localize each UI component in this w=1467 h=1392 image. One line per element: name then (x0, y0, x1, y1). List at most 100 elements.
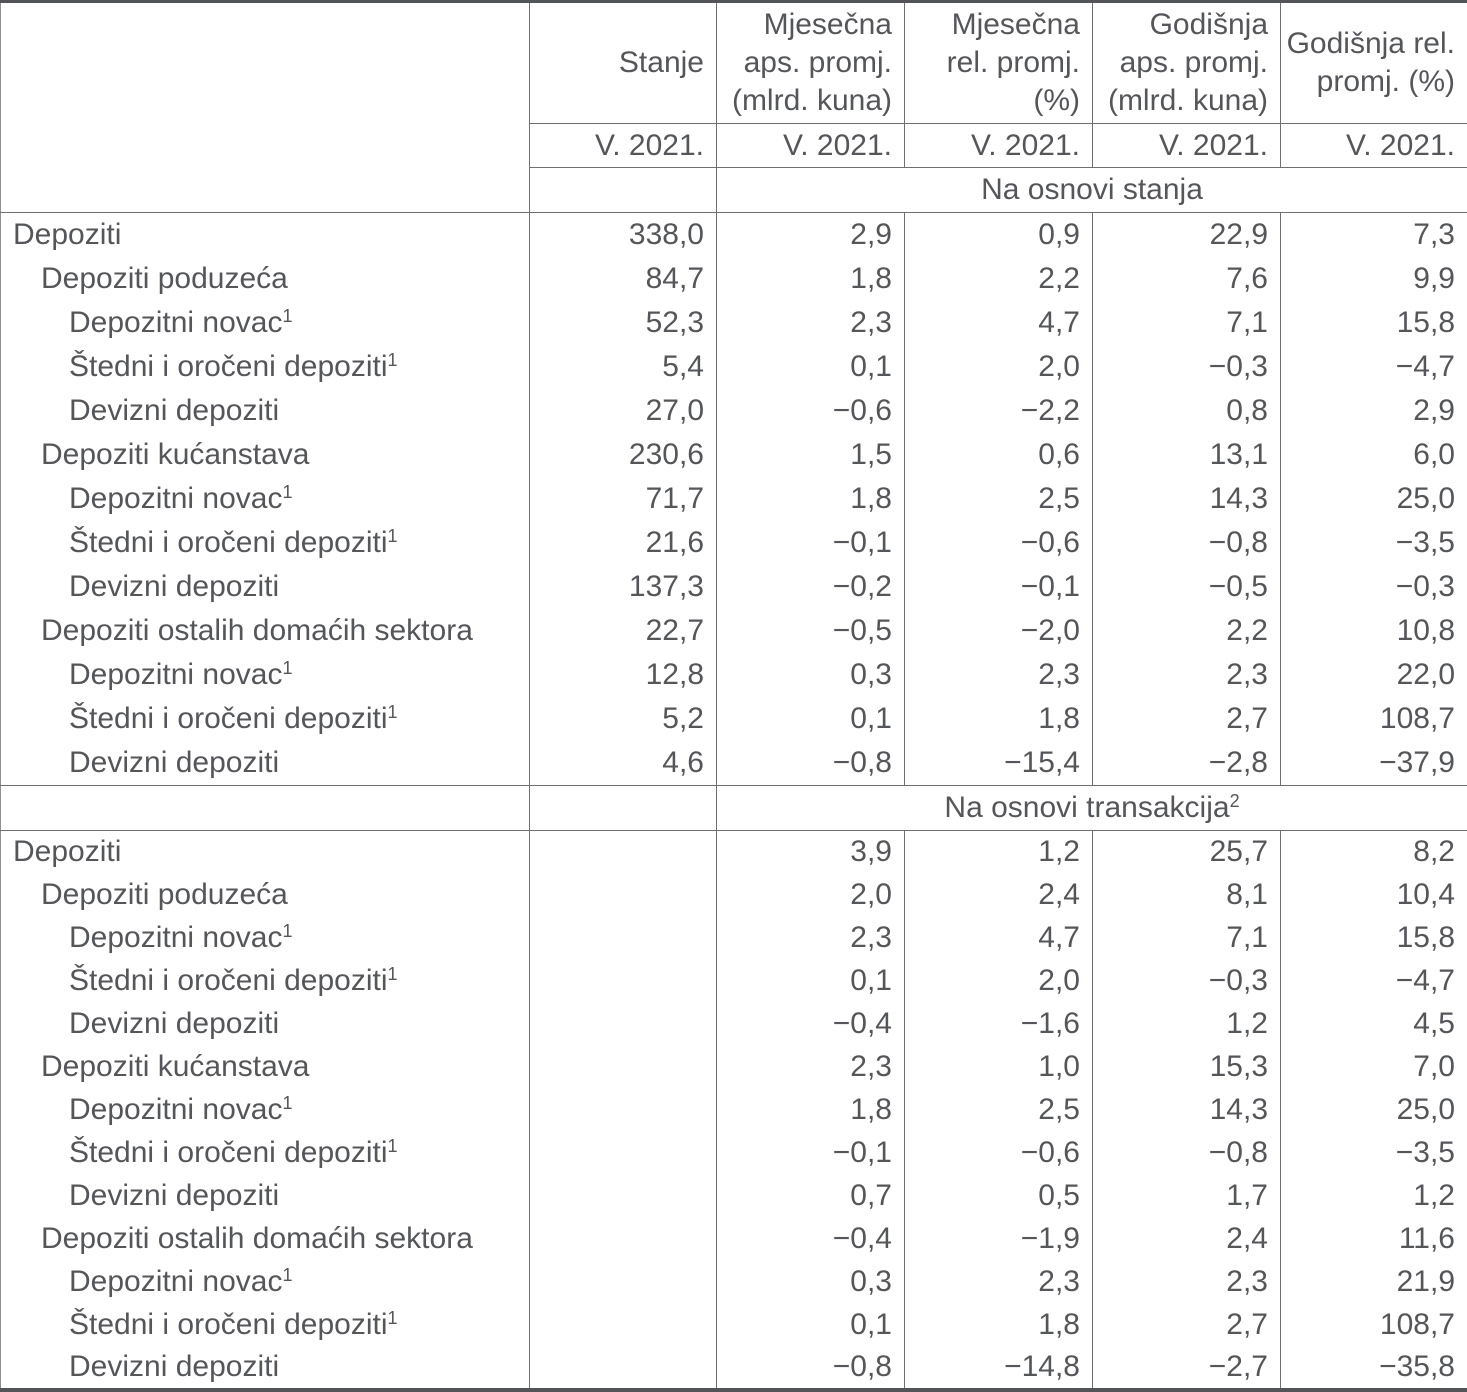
value-cell: 5,4 (529, 344, 717, 389)
table-row: Depoziti kućanstava 230,6 1,5 0,6 13,1 6,0 (1, 432, 1467, 477)
footnote-marker: 1 (387, 702, 398, 723)
footnote-marker: 1 (387, 526, 398, 546)
value-cell: −0,6 (904, 1131, 1093, 1175)
footnote-marker: 2 (1229, 790, 1240, 811)
value-cell: 0,7 (716, 1174, 905, 1218)
row-label: Depoziti ostalih domaćih sektora (1, 609, 530, 653)
value-cell: 71,7 (529, 476, 717, 521)
value-cell: −0,4 (716, 1217, 905, 1261)
row-label: Depoziti (1, 213, 530, 257)
row-label-text: Depozitni novac (69, 1265, 283, 1299)
value-cell (529, 1088, 717, 1132)
row-label: Devizni depoziti (1, 741, 530, 785)
value-cell: 0,3 (716, 1260, 905, 1304)
column-header-label: (%) (1033, 84, 1080, 117)
value-cell: −4,7 (1280, 344, 1467, 389)
value-cell: 8,2 (1280, 830, 1467, 874)
value-cell (529, 1002, 717, 1046)
value-cell: −2,8 (1092, 741, 1281, 786)
value-cell (529, 873, 717, 917)
section-title: Na osnovi stanja (716, 167, 1467, 214)
row-label: Depozitni novac1 (1, 916, 530, 959)
table-row: Depozitni novac1 71,7 1,8 2,5 14,3 25,0 (1, 476, 1467, 521)
period-cell: V. 2021. (1280, 123, 1467, 168)
row-label-text: Devizni depoziti (69, 745, 280, 779)
section-title-text: Na osnovi transakcija (944, 790, 1230, 824)
row-label-text: Štedni i oročeni depoziti (69, 525, 388, 559)
value-cell (529, 1131, 717, 1175)
table-row: Depozitni novac1 0,3 2,3 2,3 21,9 (1, 1260, 1467, 1304)
row-label: Depozitni novac1 (1, 301, 530, 345)
row-label: Devizni depoziti (1, 1002, 530, 1045)
column-header-label: (mlrd. kuna) (731, 84, 892, 117)
value-cell: 25,0 (1280, 1088, 1467, 1132)
footnote-marker: 1 (387, 1136, 398, 1157)
table-row: Depozitni novac1 12,8 0,3 2,3 2,3 22,0 (1, 653, 1467, 698)
footnote-marker: 1 (282, 920, 293, 941)
row-label: Depozitni novac1 (1, 653, 530, 697)
value-cell: −15,4 (904, 741, 1093, 786)
table-row: Depoziti 3,9 1,2 25,7 8,2 (1, 830, 1467, 874)
row-label: Depoziti ostalih domaćih sektora (1, 1218, 530, 1261)
value-cell: 108,7 (1280, 697, 1467, 742)
table-row: Depoziti poduzeća 2,0 2,4 8,1 10,4 (1, 873, 1467, 917)
row-label-text: Depoziti kućanstava (41, 1049, 310, 1083)
value-cell (529, 959, 717, 1003)
value-cell (529, 1217, 717, 1261)
value-cell: 2,3 (716, 300, 905, 345)
value-cell: −0,3 (1092, 344, 1281, 389)
row-label-text: Devizni depoziti (69, 1179, 280, 1213)
section-title-text: Na osnovi stanja (981, 173, 1203, 207)
value-cell: 0,1 (716, 1303, 905, 1347)
value-cell: 4,5 (1280, 1002, 1467, 1046)
value-cell: 6,0 (1280, 432, 1467, 477)
value-cell: 25,0 (1280, 476, 1467, 521)
value-cell: 8,1 (1092, 873, 1281, 917)
value-cell: −1,6 (904, 1002, 1093, 1046)
value-cell: −1,9 (904, 1217, 1093, 1261)
table-row: Depoziti ostalih domaćih sektora −0,4 −1,9… (1, 1217, 1467, 1261)
footnote-marker: 1 (282, 1093, 293, 1114)
value-cell (529, 1346, 717, 1390)
value-cell: −0,8 (716, 1346, 905, 1390)
section-stanje-spacer (529, 784, 717, 831)
value-cell: 2,9 (1280, 388, 1467, 433)
table-row: Štedni i oročeni depoziti1 5,4 0,1 2,0 −0,3−… (1, 344, 1467, 389)
column-header-label: Stanje (618, 46, 704, 79)
footnote-marker: 1 (282, 1265, 293, 1286)
value-cell: 1,8 (716, 476, 905, 521)
value-cell: 10,8 (1280, 608, 1467, 654)
value-cell: 25,7 (1092, 830, 1281, 874)
value-cell: 0,6 (904, 432, 1093, 477)
value-cell: 230,6 (529, 432, 717, 477)
value-cell (529, 830, 717, 874)
value-cell: 22,9 (1092, 212, 1281, 257)
row-label-column-header (1, 2, 530, 168)
value-cell: 1,2 (1092, 1002, 1281, 1046)
footnote-marker: 1 (282, 305, 293, 326)
column-header-mjesecna-aps-promj: Mjesečna aps. promj. (mlrd. kuna) (716, 1, 905, 124)
row-label-text: Štedni i oročeni depoziti (69, 1308, 388, 1342)
value-cell: 7,3 (1280, 212, 1467, 257)
row-label: Štedni i oročeni depoziti1 (1, 959, 530, 1002)
value-cell: −14,8 (904, 1346, 1093, 1390)
column-header-label: (mlrd. kuna) (1107, 84, 1268, 117)
row-label-text: Devizni depoziti (69, 569, 280, 603)
column-header-mjesecna-rel-promj: Mjesečna rel. promj. (%) (904, 1, 1093, 124)
value-cell: 22,0 (1280, 653, 1467, 698)
row-label-text: Depoziti ostalih domaćih sektora (41, 613, 473, 647)
value-cell: −0,4 (716, 1002, 905, 1046)
row-label: Devizni depoziti (1, 1347, 530, 1390)
row-label-text: Depozitni novac (69, 305, 283, 339)
value-cell (529, 1045, 717, 1089)
row-label-text: Depozitni novac (69, 481, 283, 515)
value-cell: 4,7 (904, 916, 1093, 960)
value-cell: 1,2 (1280, 1174, 1467, 1218)
value-cell: 1,8 (716, 256, 905, 301)
value-cell: 0,3 (716, 653, 905, 698)
value-cell: 2,3 (716, 1045, 905, 1089)
row-label: Štedni i oročeni depoziti1 (1, 521, 530, 565)
value-cell: −0,3 (1092, 959, 1281, 1003)
value-cell: −0,6 (716, 388, 905, 433)
